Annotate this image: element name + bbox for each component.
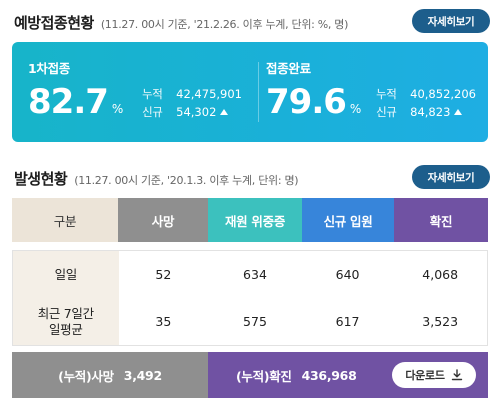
first-dose-cumulative-value: 42,475,901: [176, 87, 242, 101]
cumulative-death-label: (누적)사망: [58, 368, 114, 384]
cumulative-summary-bar: (누적)사망 3,492 (누적)확진 436,968 다운로드: [12, 352, 488, 398]
row-label-weekly-average: 최근 7일간 일평균: [13, 298, 119, 345]
header-icu: 재원 위중증: [208, 198, 302, 242]
completed-percent-unit: %: [349, 102, 361, 116]
daily-admission: 640: [335, 267, 360, 282]
table-body: 일일 52 634 640 4,068 최근 7일간 일평균 35 575 61…: [12, 250, 488, 346]
cumulative-death: (누적)사망 3,492: [12, 352, 208, 398]
completed-new-label: 신규: [376, 105, 397, 119]
header-death: 사망: [118, 198, 208, 242]
outbreak-detail-button[interactable]: 자세히보기: [412, 165, 490, 189]
first-dose-percent-value: 82.7: [28, 82, 109, 122]
first-dose-cumulative-row: 누적 42,475,901: [142, 85, 242, 103]
completed-cumulative-label: 누적: [376, 87, 397, 101]
daily-confirmed: 4,068: [422, 267, 459, 282]
first-dose-stats: 누적 42,475,901 신규 54,302: [142, 85, 242, 121]
vaccination-subtitle: (11.27. 00시 기준, '21.2.26. 이후 누계, 단위: %, …: [100, 18, 349, 31]
up-triangle-icon: [454, 109, 463, 115]
completed-cumulative-value: 40,852,206: [410, 87, 476, 101]
vaccination-header: 예방접종현황 (11.27. 00시 기준, '21.2.26. 이후 누계, …: [14, 12, 348, 33]
first-dose-block: 1차접종 82.7% 누적 42,475,901 신규 54,302: [28, 42, 250, 142]
first-dose-label: 1차접종: [28, 61, 70, 76]
completed-stats: 누적 40,852,206 신규 84,823: [376, 85, 476, 121]
weekly-death: 35: [155, 314, 172, 329]
download-icon: [451, 369, 462, 381]
daily-icu: 634: [243, 267, 267, 282]
header-confirmed: 확진: [394, 198, 488, 242]
first-dose-percent: 82.7%: [28, 82, 123, 122]
table-header-row: 구분 사망 재원 위중증 신규 입원 확진: [12, 198, 488, 242]
first-dose-new-label: 신규: [142, 105, 163, 119]
first-dose-cumulative-label: 누적: [142, 87, 163, 101]
cumulative-confirmed-label: (누적)확진: [236, 368, 292, 384]
weekly-label-line2: 일평균: [48, 321, 83, 337]
first-dose-new-row: 신규 54,302: [142, 103, 242, 121]
download-label: 다운로드: [405, 370, 445, 382]
first-dose-percent-unit: %: [111, 102, 123, 116]
cumulative-death-value: 3,492: [123, 367, 162, 383]
cumulative-confirmed: (누적)확진 436,968 다운로드: [208, 352, 488, 398]
first-dose-new-value: 54,302: [176, 105, 217, 119]
header-admission: 신규 입원: [302, 198, 394, 242]
completed-new-value: 84,823: [410, 105, 451, 119]
completed-percent-value: 79.6: [266, 82, 347, 122]
completed-percent: 79.6%: [266, 82, 361, 122]
vaccination-card: 1차접종 82.7% 누적 42,475,901 신규 54,302 접종완료 …: [12, 42, 488, 142]
cumulative-confirmed-value: 436,968: [301, 367, 357, 383]
header-category: 구분: [12, 198, 118, 242]
weekly-admission: 617: [335, 314, 360, 329]
vaccination-detail-button[interactable]: 자세히보기: [412, 9, 490, 33]
download-button[interactable]: 다운로드: [392, 362, 476, 388]
row-label-daily: 일일: [13, 251, 119, 298]
daily-death: 52: [155, 267, 172, 282]
outbreak-table: 구분 사망 재원 위중증 신규 입원 확진 일일 52 634 640 4,06…: [12, 198, 488, 346]
completed-cumulative-row: 누적 40,852,206: [376, 85, 476, 103]
outbreak-header: 발생현황 (11.27. 00시 기준, '20.1.3. 이후 누계, 단위:…: [14, 168, 299, 189]
outbreak-title: 발생현황: [14, 170, 68, 188]
completed-block: 접종완료 79.6% 누적 40,852,206 신규 84,823: [266, 42, 476, 142]
completed-new-row: 신규 84,823: [376, 103, 476, 121]
weekly-label-line1: 최근 7일간: [37, 305, 94, 321]
completed-label: 접종완료: [266, 61, 311, 76]
table-row: 최근 7일간 일평균 35 575 617 3,523: [13, 298, 487, 345]
table-row: 일일 52 634 640 4,068: [13, 251, 487, 298]
vaccination-title: 예방접종현황: [14, 14, 94, 32]
outbreak-subtitle: (11.27. 00시 기준, '20.1.3. 이후 누계, 단위: 명): [74, 174, 299, 187]
weekly-confirmed: 3,523: [422, 314, 459, 329]
card-divider: [258, 62, 259, 122]
weekly-icu: 575: [243, 314, 267, 329]
up-triangle-icon: [220, 109, 229, 115]
